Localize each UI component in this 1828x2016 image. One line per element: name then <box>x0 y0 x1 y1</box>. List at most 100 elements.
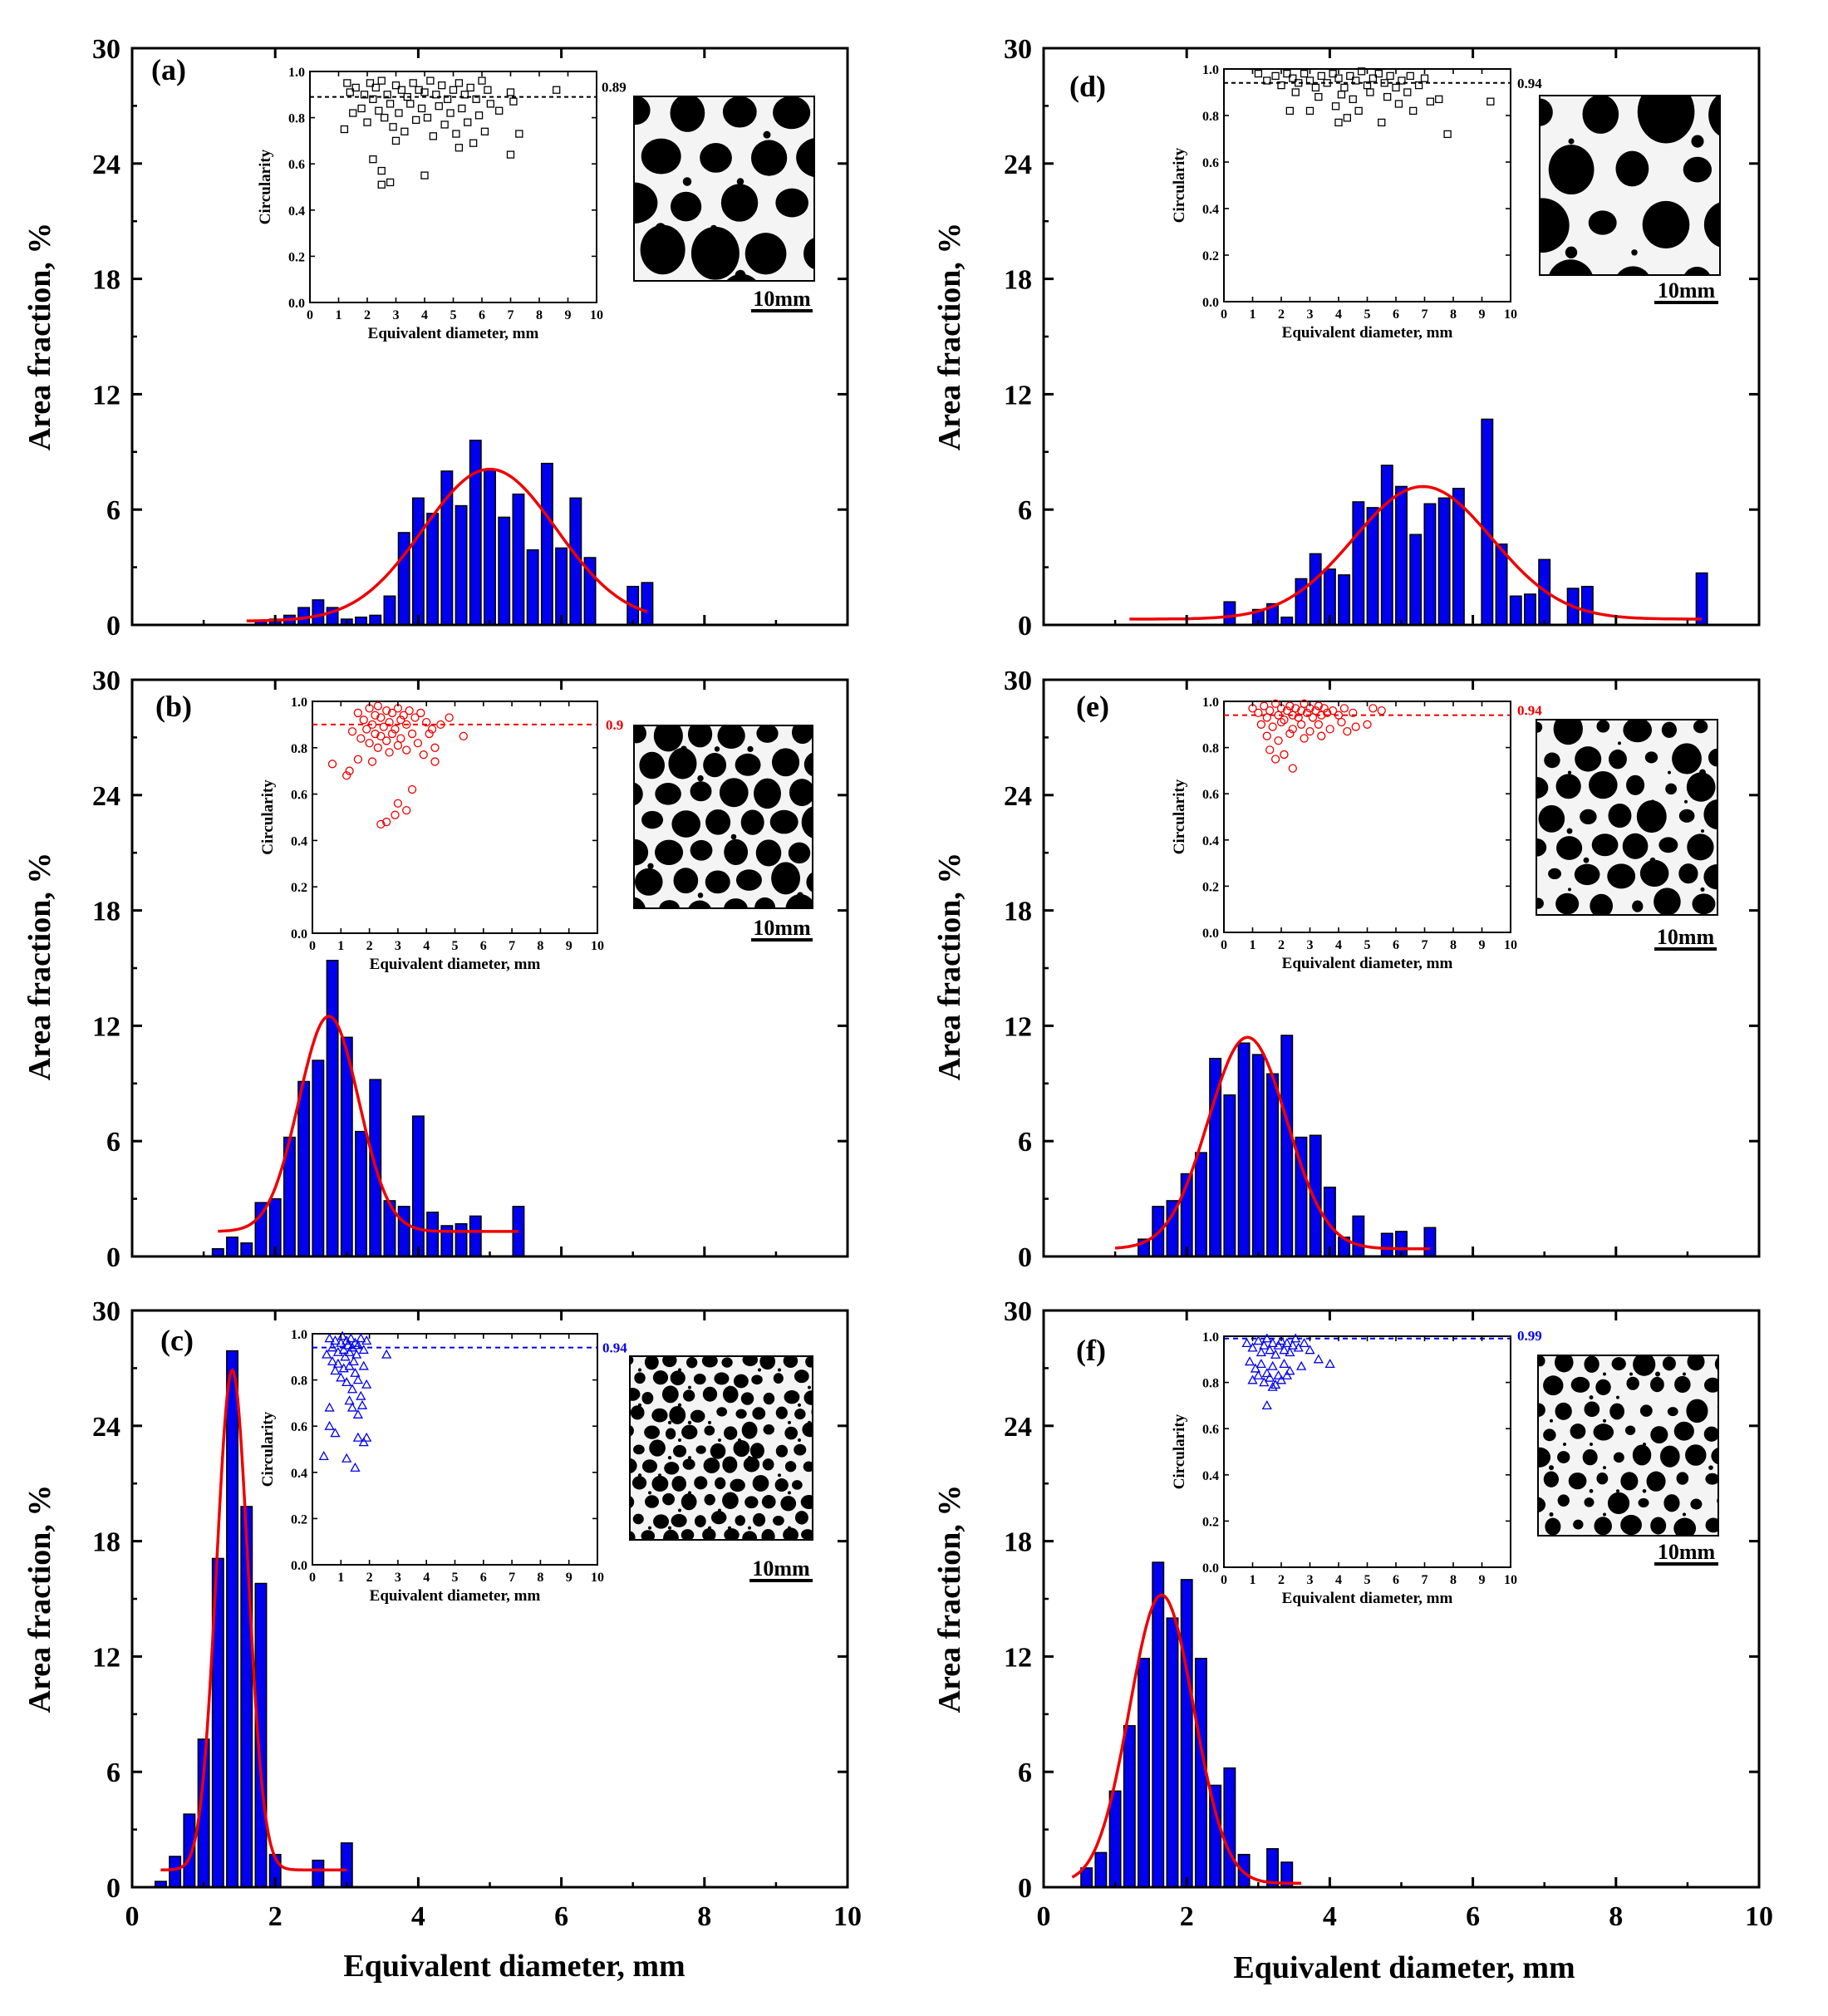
foam-cell <box>750 140 788 176</box>
foam-cell <box>1690 1498 1703 1510</box>
scatter-point <box>436 720 445 730</box>
scatter-point <box>349 109 357 117</box>
scatter-point <box>348 1356 359 1366</box>
foam-cell <box>1667 1407 1678 1417</box>
scatter-point <box>1380 79 1388 87</box>
inset-x-tick-label: 0 <box>1221 1573 1227 1587</box>
foam-cell <box>773 1373 784 1384</box>
scatter-point <box>327 760 337 769</box>
scatter-point <box>359 715 368 725</box>
scatter-point <box>443 95 452 104</box>
scatter-point <box>376 819 386 829</box>
inset-x-tick-label: 3 <box>395 1571 401 1585</box>
panel-label: (a) <box>151 53 186 86</box>
scatter-point <box>340 125 349 134</box>
foam-cell-small <box>1589 1488 1594 1493</box>
histogram-bar <box>1223 1767 1236 1888</box>
scatter-point <box>363 118 371 126</box>
scatter-point <box>1334 74 1343 82</box>
scatter-point <box>1265 1372 1275 1382</box>
scatter-point <box>343 79 351 87</box>
foam-cell <box>1646 1471 1666 1492</box>
scatter-point <box>1398 76 1406 85</box>
inset-x-tick-label: 7 <box>508 308 514 322</box>
histogram-bar <box>369 614 382 626</box>
inset-y-tick-label: 1.0 <box>288 66 305 80</box>
scatter-point <box>472 95 480 104</box>
scatter-point <box>1317 711 1326 720</box>
foam-cell <box>724 1426 738 1440</box>
foam-cell <box>733 1439 750 1458</box>
foam-cell <box>1665 783 1678 795</box>
scatter-point <box>1273 1340 1284 1350</box>
foam-cell-small <box>1549 1465 1554 1471</box>
foam-cell <box>802 1422 813 1438</box>
scatter-point <box>327 1356 338 1366</box>
foam-cell <box>1580 809 1597 825</box>
foam-cell <box>763 1423 774 1435</box>
foam-cell <box>1678 809 1695 823</box>
gaussian-fit-curve <box>1114 1035 1430 1251</box>
foam-cell-small <box>1565 246 1578 258</box>
inset-x-tick-label: 0 <box>309 1571 316 1585</box>
foam-cell-small <box>678 1438 681 1443</box>
scatter-point <box>402 805 411 815</box>
foam-cell <box>783 1356 799 1368</box>
x-tick-label: 6 <box>1466 1901 1480 1932</box>
foam-cell <box>1608 803 1632 829</box>
foam-cell-small <box>1603 1512 1606 1517</box>
foam-cell <box>668 747 697 779</box>
histogram-bar <box>540 462 553 626</box>
y-tick-label: 6 <box>106 1758 120 1788</box>
inset-x-tick-label: 3 <box>1307 1573 1314 1587</box>
scatter-point <box>406 100 415 108</box>
foam-cell <box>1661 721 1678 738</box>
scatter-point <box>466 83 474 92</box>
scatter-point <box>1354 106 1363 116</box>
inset-x-tick-label: 10 <box>591 1571 604 1585</box>
foam-cell <box>1538 804 1565 833</box>
scatter-point <box>1285 106 1294 116</box>
inset-x-tick-label: 5 <box>1364 1573 1371 1587</box>
scatter-point <box>1328 706 1338 715</box>
scatter-point <box>1270 755 1280 764</box>
foam-cell-small <box>1682 1512 1687 1517</box>
foam-cell <box>1626 774 1645 795</box>
foam-cell <box>1686 772 1716 802</box>
scatter-point <box>430 743 440 752</box>
foam-cell-small <box>1683 1372 1686 1376</box>
scatter-point <box>1270 699 1280 708</box>
scatter-point <box>1357 67 1366 76</box>
foam-cell <box>1642 200 1690 248</box>
scatter-point <box>1280 715 1289 725</box>
inset-f: 0.99 0 1 2 3 4 5 6 7 8 9 10 0.0 0.2 0.4 0.6 0.8 1.0 Equiva… <box>1171 1328 1542 1607</box>
foam-cell <box>651 1475 669 1492</box>
scatter-point <box>389 123 397 131</box>
inset-x-tick-label: 9 <box>1479 938 1486 952</box>
inset-x-tick-label: 6 <box>1393 307 1399 322</box>
scatter-point <box>1324 1359 1335 1369</box>
y-tick-label: 30 <box>92 666 120 696</box>
foam-cell <box>1584 1401 1600 1418</box>
foam-cell-small <box>808 1385 811 1389</box>
foam-cell <box>671 1476 686 1492</box>
histogram-bar <box>1123 1724 1136 1888</box>
scatter-point <box>353 755 363 764</box>
foam-cell <box>741 1421 758 1439</box>
scatter-point <box>1305 726 1314 736</box>
micrograph-cells <box>1540 96 1720 275</box>
foam-cell <box>1638 1497 1649 1507</box>
scatter-point <box>1265 706 1275 715</box>
scatter-point <box>506 150 515 159</box>
foam-cell <box>705 870 730 894</box>
foam-cell <box>1615 150 1649 187</box>
foam-cell <box>1659 1445 1680 1468</box>
foam-cell <box>754 778 781 809</box>
foam-micrograph-b: 10mm <box>633 725 813 942</box>
scatter-point <box>1366 88 1374 96</box>
scatter-point <box>1369 74 1378 82</box>
foam-cell-small <box>818 1438 821 1442</box>
foam-cell <box>630 1458 637 1474</box>
foam-cell <box>761 1528 775 1540</box>
scatter-point <box>1265 1345 1275 1355</box>
